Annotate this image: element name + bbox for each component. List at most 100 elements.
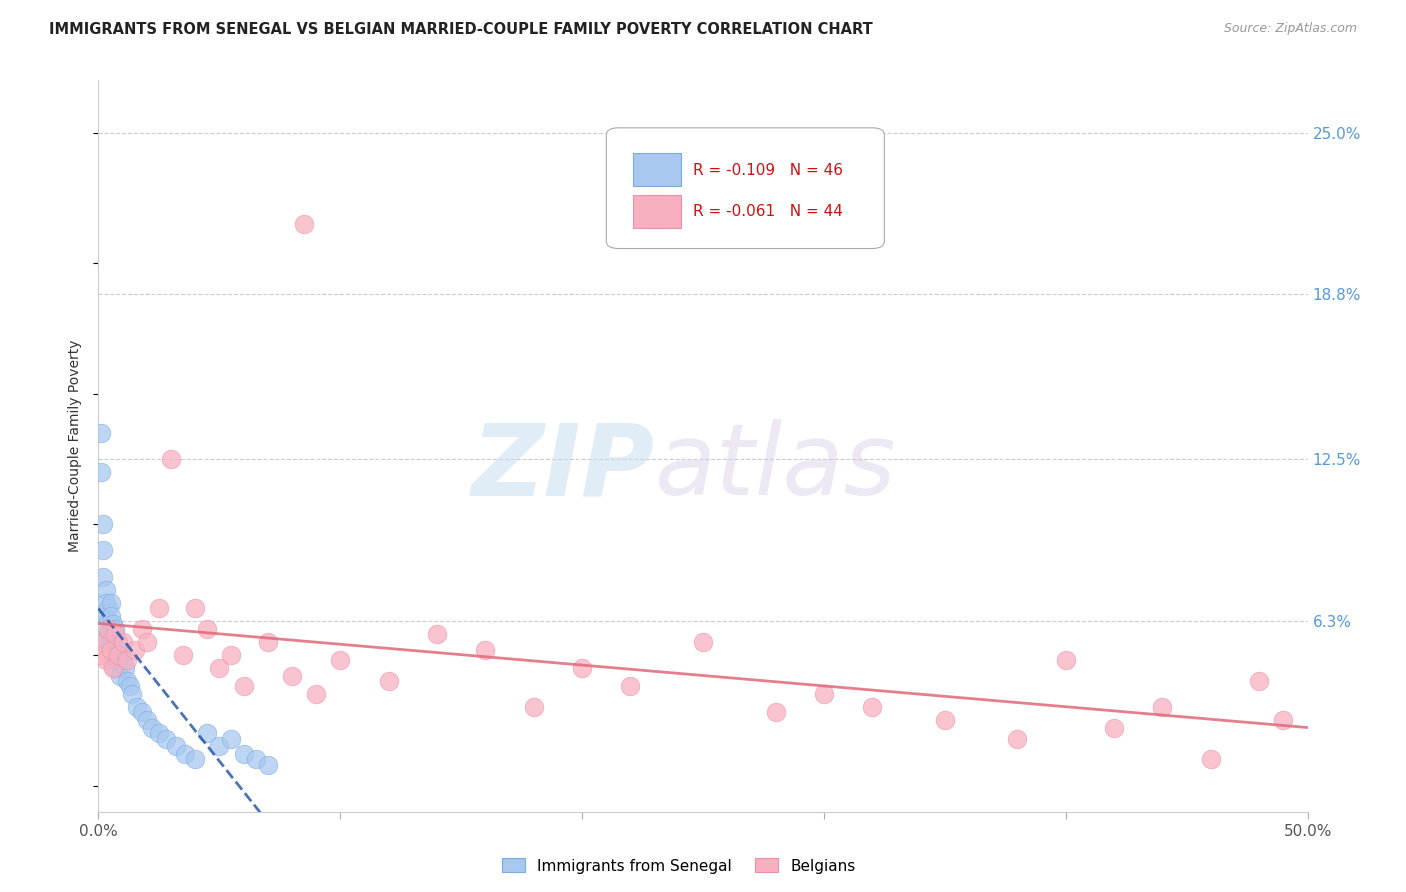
Point <box>1199 752 1222 766</box>
Point <box>232 747 254 762</box>
Point <box>94 608 117 623</box>
Point <box>571 661 593 675</box>
Point <box>813 687 835 701</box>
Point <box>426 627 449 641</box>
Point <box>208 739 231 754</box>
Point <box>100 622 122 636</box>
Point <box>100 642 122 657</box>
Point <box>118 679 141 693</box>
Point <box>1102 721 1125 735</box>
Point <box>256 635 278 649</box>
Point <box>108 648 131 662</box>
Point <box>101 648 124 662</box>
Point <box>104 627 127 641</box>
Point <box>97 627 120 641</box>
Text: Source: ZipAtlas.com: Source: ZipAtlas.com <box>1223 22 1357 36</box>
Point <box>195 726 218 740</box>
Point <box>100 635 122 649</box>
FancyBboxPatch shape <box>606 128 884 249</box>
Point <box>90 425 112 440</box>
Point <box>101 616 124 631</box>
Point <box>221 731 243 746</box>
Point <box>131 706 153 720</box>
Point <box>523 700 546 714</box>
Point <box>1272 714 1295 728</box>
Point <box>91 569 114 583</box>
Point <box>281 669 304 683</box>
Point <box>94 653 117 667</box>
Point <box>619 679 641 693</box>
Point <box>1152 700 1174 714</box>
Point <box>90 648 112 662</box>
Point <box>148 601 170 615</box>
Point <box>100 596 122 610</box>
Point <box>305 687 328 701</box>
Point <box>97 635 120 649</box>
Point <box>127 700 149 714</box>
Point <box>107 635 129 649</box>
Point <box>221 648 243 662</box>
Point <box>160 452 183 467</box>
Point <box>111 635 134 649</box>
Point <box>474 642 496 657</box>
Point <box>111 653 134 667</box>
Point <box>121 687 143 701</box>
Point <box>135 635 157 649</box>
Point <box>100 608 122 623</box>
Point <box>97 622 120 636</box>
Point <box>232 679 254 693</box>
Point <box>90 465 112 479</box>
Point <box>97 614 120 628</box>
Point <box>860 700 883 714</box>
Point <box>104 622 127 636</box>
Point <box>934 714 956 728</box>
Point <box>104 661 127 675</box>
Point <box>117 674 139 689</box>
Point <box>117 653 139 667</box>
Bar <box>633 153 682 186</box>
Text: R = -0.109   N = 46: R = -0.109 N = 46 <box>693 162 844 178</box>
Point <box>245 752 267 766</box>
Point <box>104 642 127 657</box>
Point <box>1054 653 1077 667</box>
Point <box>91 517 114 532</box>
Point <box>141 721 163 735</box>
Text: IMMIGRANTS FROM SENEGAL VS BELGIAN MARRIED-COUPLE FAMILY POVERTY CORRELATION CHA: IMMIGRANTS FROM SENEGAL VS BELGIAN MARRI… <box>49 22 873 37</box>
Point <box>184 601 207 615</box>
Point <box>165 739 187 754</box>
Point <box>107 648 129 662</box>
Point <box>148 726 170 740</box>
Point <box>256 757 278 772</box>
Point <box>1007 731 1029 746</box>
Point <box>94 582 117 597</box>
Point <box>377 674 399 689</box>
Point <box>94 596 117 610</box>
Point <box>765 706 787 720</box>
Point <box>195 622 218 636</box>
Text: atlas: atlas <box>655 419 896 516</box>
Point <box>124 642 146 657</box>
Legend: Immigrants from Senegal, Belgians: Immigrants from Senegal, Belgians <box>502 858 855 873</box>
Point <box>1249 674 1271 689</box>
Point <box>114 661 136 675</box>
Point <box>135 714 157 728</box>
Point <box>184 752 207 766</box>
Point <box>108 669 131 683</box>
Point <box>292 217 315 231</box>
Point <box>101 661 124 675</box>
Point <box>107 653 129 667</box>
Bar <box>633 195 682 228</box>
Point <box>91 543 114 558</box>
Point <box>174 747 197 762</box>
Point <box>172 648 194 662</box>
Point <box>97 601 120 615</box>
Text: R = -0.061   N = 44: R = -0.061 N = 44 <box>693 204 844 219</box>
Point <box>329 653 352 667</box>
Point <box>131 622 153 636</box>
Point <box>155 731 177 746</box>
Point <box>91 635 114 649</box>
Text: ZIP: ZIP <box>471 419 655 516</box>
Y-axis label: Married-Couple Family Poverty: Married-Couple Family Poverty <box>69 340 83 552</box>
Point <box>101 627 124 641</box>
Point <box>692 635 714 649</box>
